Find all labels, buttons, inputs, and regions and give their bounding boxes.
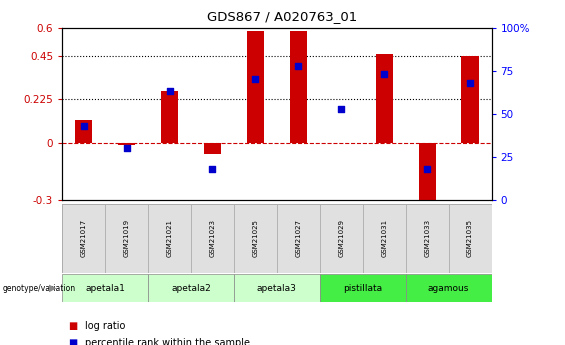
Text: GSM21033: GSM21033 [424,219,430,257]
FancyBboxPatch shape [320,204,363,273]
Bar [419,142,436,204]
Bar [75,120,92,142]
Text: GSM21031: GSM21031 [381,219,387,257]
Point [251,77,260,82]
FancyBboxPatch shape [105,204,148,273]
Bar [290,31,307,142]
Text: percentile rank within the sample: percentile rank within the sample [85,338,250,345]
FancyBboxPatch shape [406,274,492,302]
Text: apetala3: apetala3 [257,284,297,293]
FancyBboxPatch shape [449,204,492,273]
Text: GSM21021: GSM21021 [167,219,172,257]
FancyBboxPatch shape [148,274,234,302]
Point [466,80,475,86]
Text: GSM21025: GSM21025 [253,219,258,257]
Text: pistillata: pistillata [343,284,383,293]
Text: ▶: ▶ [49,283,56,293]
FancyBboxPatch shape [62,204,492,273]
Text: genotype/variation: genotype/variation [3,284,76,293]
FancyBboxPatch shape [406,204,449,273]
Text: ■: ■ [68,338,77,345]
Text: GSM21019: GSM21019 [124,219,129,257]
Bar [247,31,264,142]
Text: ■: ■ [68,321,77,331]
Bar [462,56,479,142]
Bar [376,55,393,142]
Point [294,63,303,68]
Point [423,166,432,172]
Point [79,123,88,129]
Point [165,89,174,94]
Text: log ratio: log ratio [85,321,125,331]
FancyBboxPatch shape [234,204,277,273]
FancyBboxPatch shape [62,274,148,302]
Point [337,106,346,111]
FancyBboxPatch shape [320,274,406,302]
Text: apetala1: apetala1 [85,284,125,293]
Text: apetala2: apetala2 [171,284,211,293]
Point [380,71,389,77]
Text: GSM21035: GSM21035 [467,219,473,257]
Text: GDS867 / A020763_01: GDS867 / A020763_01 [207,10,358,23]
FancyBboxPatch shape [277,204,320,273]
FancyBboxPatch shape [363,204,406,273]
Bar [161,91,178,142]
FancyBboxPatch shape [234,274,320,302]
FancyBboxPatch shape [191,204,234,273]
Text: GSM21027: GSM21027 [295,219,301,257]
FancyBboxPatch shape [62,204,105,273]
Text: GSM21029: GSM21029 [338,219,344,257]
FancyBboxPatch shape [148,204,191,273]
Bar [118,142,135,145]
Bar [204,142,221,154]
Text: GSM21017: GSM21017 [81,219,86,257]
Point [208,166,217,172]
Point [122,146,131,151]
Text: agamous: agamous [428,284,470,293]
Text: GSM21023: GSM21023 [210,219,215,257]
